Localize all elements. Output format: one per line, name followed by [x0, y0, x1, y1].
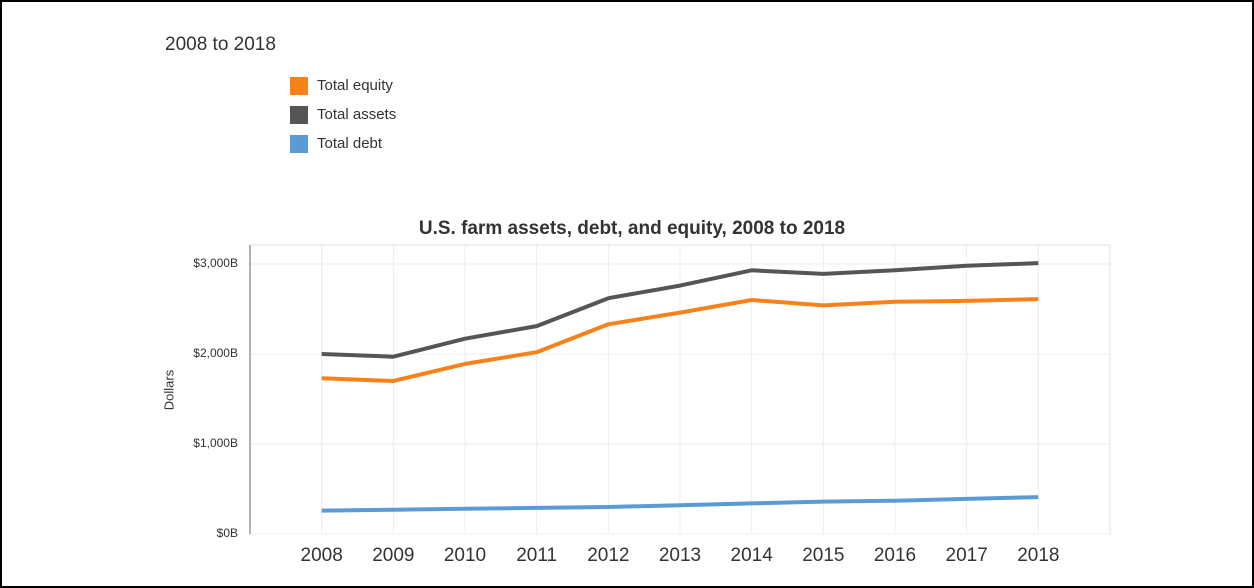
x-tick-label: 2014	[731, 545, 774, 566]
x-tick-label: 2016	[874, 545, 916, 566]
series-line	[321, 297, 1039, 383]
legend-label: Total debt	[317, 135, 383, 152]
legend-swatch	[290, 77, 308, 95]
legend-label: Total equity	[317, 77, 393, 94]
y-tick-label: $1,000B	[193, 436, 238, 450]
y-axis-label: Dollars	[161, 369, 176, 410]
heading: 2008 to 2018	[165, 34, 276, 55]
x-tick-label: 2009	[372, 545, 414, 566]
y-tick-label: $3,000B	[193, 256, 238, 270]
legend-label: Total assets	[317, 106, 396, 123]
legend-swatch	[290, 135, 308, 153]
legend-swatch	[290, 106, 308, 124]
x-tick-label: 2018	[1017, 545, 1059, 566]
chart-title: U.S. farm assets, debt, and equity, 2008…	[419, 218, 845, 239]
x-tick-label: 2008	[301, 545, 343, 566]
x-tick-label: 2015	[802, 545, 844, 566]
y-tick-label: $2,000B	[193, 346, 238, 360]
series-line	[321, 495, 1039, 513]
x-tick-label: 2011	[516, 545, 557, 566]
x-tick-label: 2013	[659, 545, 701, 566]
series-line	[321, 261, 1039, 359]
y-tick-label: $0B	[217, 526, 238, 540]
x-tick-label: 2012	[587, 545, 629, 566]
x-tick-label: 2017	[946, 545, 988, 566]
x-tick-label: 2010	[444, 545, 486, 566]
